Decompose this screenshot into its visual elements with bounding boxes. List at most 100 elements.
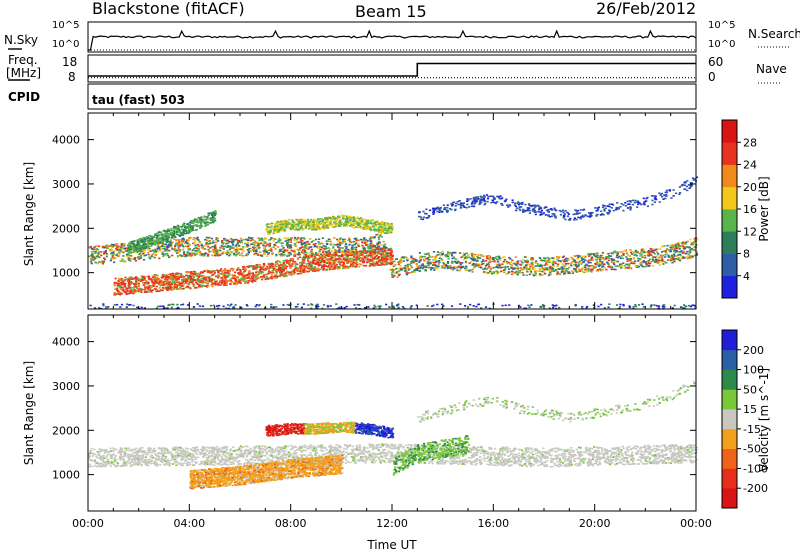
power-echo: [175, 250, 178, 253]
freq-unit-label: [MHz]: [6, 66, 41, 80]
power-echo: [266, 267, 269, 269]
power-echo: [321, 259, 324, 262]
power-echo: [312, 262, 315, 264]
power-echo: [144, 246, 147, 249]
power-echo: [440, 254, 443, 257]
power-echo: [258, 271, 261, 274]
power-echo: [117, 282, 120, 285]
power-echo: [373, 244, 376, 247]
power-echo: [256, 270, 259, 273]
power-echo: [386, 258, 389, 260]
power-echo: [290, 274, 293, 276]
power-echo: [216, 283, 219, 285]
power-echo: [190, 281, 194, 284]
power-echo: [580, 260, 583, 263]
power-echo: [677, 242, 680, 245]
power-echo: [580, 256, 583, 259]
power-echo: [161, 243, 164, 245]
power-echo: [588, 254, 591, 256]
power-echo: [590, 271, 593, 273]
power-echo: [406, 268, 409, 270]
power-echo: [540, 265, 543, 268]
power-echo: [669, 248, 672, 251]
power-echo: [287, 239, 290, 242]
power-echo: [383, 253, 386, 256]
power-echo: [534, 270, 537, 272]
power-echo: [339, 243, 342, 245]
power-echo: [508, 271, 511, 273]
power-echo: [582, 266, 585, 269]
power-echo: [667, 256, 670, 258]
power-echo: [120, 280, 123, 282]
power-echo: [91, 253, 94, 255]
power-echo: [338, 265, 341, 268]
power-echo: [224, 238, 227, 240]
power-echo: [300, 237, 303, 240]
power-echo: [514, 267, 517, 270]
power-echo: [302, 265, 305, 267]
power-echo: [208, 240, 211, 243]
power-echo: [321, 254, 324, 257]
power-echo: [506, 266, 509, 268]
power-echo: [363, 237, 366, 239]
power-echo: [229, 278, 232, 281]
power-echo: [148, 256, 151, 259]
power-echo: [464, 267, 467, 270]
power-echo: [140, 253, 143, 256]
power-echo: [353, 255, 356, 257]
power-echo: [160, 234, 163, 236]
power-echo: [357, 256, 360, 259]
power-echo: [548, 261, 551, 264]
power-echo: [303, 249, 306, 252]
power-echo: [208, 271, 211, 273]
power-echo: [290, 270, 293, 273]
power-echo: [488, 255, 491, 257]
power-echo: [131, 246, 134, 248]
power-echo: [297, 241, 300, 244]
power-echo: [361, 244, 364, 247]
power-echo: [201, 219, 204, 222]
power-echo: [316, 257, 319, 260]
power-echo: [458, 269, 461, 271]
power-echo: [173, 248, 176, 251]
power-echo: [520, 260, 523, 262]
power-echo: [251, 279, 254, 282]
power-echo: [605, 258, 608, 260]
power-echo: [319, 260, 323, 262]
power-echo: [233, 249, 236, 252]
power-echo: [266, 226, 269, 228]
power-echo: [444, 264, 448, 266]
power-echo: [176, 228, 179, 231]
power-echo: [370, 251, 373, 254]
power-echo: [294, 269, 297, 272]
power-echo: [570, 262, 573, 264]
power-echo: [154, 242, 157, 245]
power-echo: [507, 272, 510, 275]
power-echo: [185, 282, 188, 284]
power-echo: [116, 288, 119, 291]
power-echo: [160, 239, 163, 241]
power-echo: [182, 237, 185, 240]
power-echo: [347, 239, 350, 242]
power-echo: [564, 263, 567, 265]
power-echo: [338, 238, 342, 240]
power-echo: [93, 252, 97, 254]
power-echo: [146, 246, 149, 249]
power-echo: [446, 267, 449, 270]
power-echo: [172, 234, 175, 236]
power-echo: [486, 264, 489, 266]
power-echo: [398, 262, 401, 264]
power-echo: [210, 237, 214, 240]
power-echo: [178, 277, 181, 279]
power-echo: [403, 267, 406, 269]
power-echo: [120, 243, 123, 245]
power-echo: [214, 244, 217, 247]
power-echo: [186, 253, 189, 255]
power-echo: [189, 253, 192, 256]
power-echo: [102, 246, 105, 248]
power-echo: [518, 271, 521, 274]
power-echo: [159, 249, 162, 252]
power-echo: [120, 251, 123, 253]
power-echo: [130, 240, 133, 243]
power-echo: [430, 261, 433, 263]
